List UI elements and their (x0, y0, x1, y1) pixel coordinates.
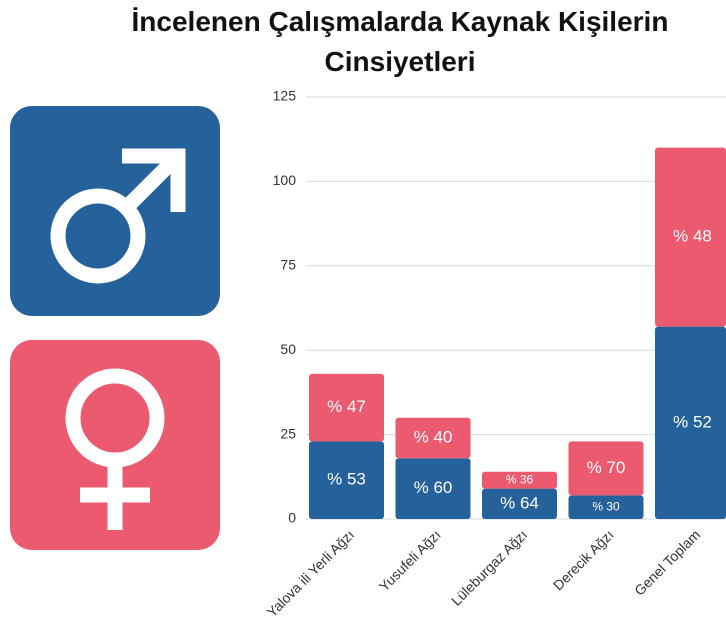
y-tick-label: 75 (280, 257, 296, 273)
bar-segment (309, 441, 384, 519)
bar-segment (482, 471, 557, 489)
segment-label: % 48 (673, 227, 712, 246)
female-icon (10, 340, 220, 550)
segment-label: % 70 (587, 458, 626, 477)
bar-segment (655, 147, 726, 327)
bar-segment (482, 488, 557, 519)
chart-title: İncelenen Çalışmalarda Kaynak Kişilerin … (131, 6, 669, 77)
x-tick-label: Yusufeli Ağzı (376, 526, 444, 594)
bar-segment (568, 495, 644, 519)
y-tick-label: 25 (280, 425, 296, 441)
x-tick-label: Derecik Ağzı (550, 526, 617, 593)
segment-label: % 64 (500, 493, 539, 512)
x-tick-label: Yalova ili Yerli Ağzı (264, 526, 358, 620)
segment-label: % 60 (414, 478, 453, 497)
y-tick-label: 100 (273, 172, 297, 188)
segment-label: % 40 (414, 427, 453, 446)
segment-label: % 52 (673, 412, 712, 431)
bar-segment (309, 373, 384, 442)
segment-label: % 47 (327, 397, 366, 416)
segment-label: % 36 (506, 472, 534, 486)
y-tick-label: 0 (288, 510, 296, 526)
segment-label: % 53 (327, 470, 366, 489)
male-icon (10, 106, 220, 316)
y-tick-label: 125 (273, 88, 297, 104)
bar-segment (395, 417, 471, 459)
y-tick-label: 50 (280, 341, 296, 357)
segment-label: % 30 (592, 499, 620, 513)
x-tick-label: Genel Toplam (631, 526, 703, 598)
bar-segment (568, 441, 644, 496)
x-tick-label: Lüleburgaz Ağzı (448, 526, 530, 608)
bar-segment (395, 458, 471, 519)
bar-segment (655, 326, 726, 519)
